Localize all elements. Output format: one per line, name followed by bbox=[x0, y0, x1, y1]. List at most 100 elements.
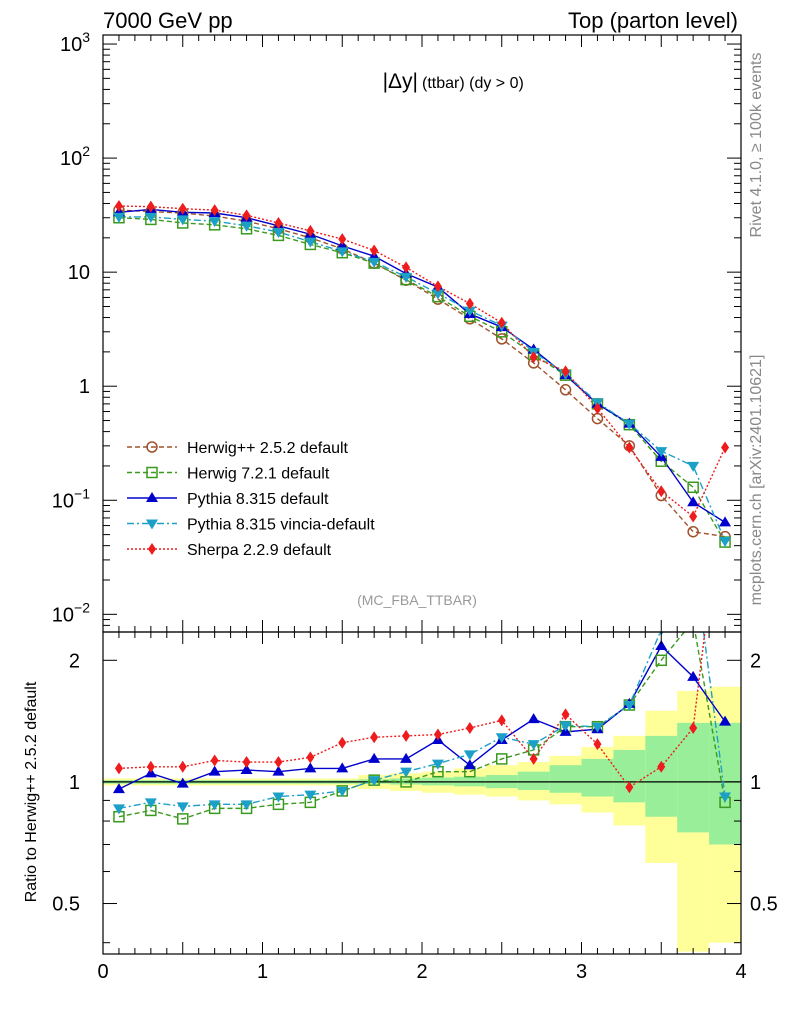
analysis-tag: (MC_FBA_TTBAR) bbox=[357, 592, 477, 608]
ratio-point-pythia-8-315-vincia-default-9 bbox=[400, 767, 413, 778]
main-y-tick-label: 10−1 bbox=[52, 485, 90, 512]
main-point-pythia-8-315-vincia-default-10 bbox=[431, 289, 444, 300]
tick-base: 10 bbox=[60, 34, 82, 56]
collision-label: 7000 GeV pp bbox=[103, 8, 233, 33]
ratio-point-sherpa-2-2-9-default-7 bbox=[338, 736, 347, 749]
main-point-sherpa-2-2-9-default-19 bbox=[721, 441, 730, 454]
band-stat-bin-14 bbox=[549, 765, 582, 793]
ratio-point-pythia-8-315-vincia-default-1 bbox=[144, 798, 157, 809]
legend-marker-sherpa-2-2-9-default bbox=[148, 543, 156, 555]
main-point-sherpa-2-2-9-default-13 bbox=[529, 351, 538, 364]
ratio-point-pythia-8-315-vincia-default-5 bbox=[272, 792, 285, 803]
ratio-point-pythia-8-315-vincia-default-19 bbox=[719, 792, 732, 803]
main-point-sherpa-2-2-9-default-8 bbox=[370, 244, 379, 257]
legend-label-herwig-7-2-1-default: Herwig 7.2.1 default bbox=[187, 466, 330, 483]
ratio-point-pythia-8-315-vincia-default-13 bbox=[527, 740, 540, 751]
x-tick-label-4: 4 bbox=[735, 961, 746, 983]
main-y-tick-label: 10−2 bbox=[52, 599, 90, 626]
legend-label-pythia-8-315-vincia-default: Pythia 8.315 vincia-default bbox=[187, 517, 375, 534]
ratio-point-pythia-8-315-vincia-default-4 bbox=[240, 800, 253, 811]
ratio-point-sherpa-2-2-9-default-6 bbox=[306, 751, 315, 764]
tick-base: 10 bbox=[52, 604, 74, 626]
legend-marker-herwig-2-5-2-default bbox=[146, 441, 158, 453]
ratio-point-pythia-8-315-vincia-default-18 bbox=[687, 548, 699, 558]
main-point-pythia-8-315-vincia-default-11 bbox=[463, 306, 476, 317]
band-stat-bin-19 bbox=[709, 722, 741, 845]
main-point-sherpa-2-2-9-default-2 bbox=[178, 202, 187, 215]
main-point-sherpa-2-2-9-default-17 bbox=[657, 485, 666, 498]
main-point-pythia-8-315-default-19 bbox=[719, 516, 732, 527]
main-point-sherpa-2-2-9-default-12 bbox=[497, 316, 506, 329]
legend-marker-herwig-7-2-1-default bbox=[146, 466, 158, 479]
main-point-pythia-8-315-default-18 bbox=[687, 496, 700, 507]
band-stat-bin-15 bbox=[581, 758, 614, 797]
main-point-sherpa-2-2-9-default-9 bbox=[402, 261, 411, 274]
legend: Herwig++ 2.5.2 default Herwig 7.2.1 defau… bbox=[127, 440, 375, 559]
main-y-tick-label: 10 bbox=[68, 262, 90, 284]
tick-exponent: 2 bbox=[82, 143, 90, 159]
tick-base: 10 bbox=[68, 262, 90, 284]
legend-label-herwig-2-5-2-default: Herwig++ 2.5.2 default bbox=[187, 440, 349, 457]
main-point-pythia-8-315-vincia-default-0 bbox=[112, 212, 125, 223]
band-stat-bin-16 bbox=[613, 749, 646, 803]
ratio-point-pythia-8-315-default-17 bbox=[655, 639, 668, 650]
ratio-y-tick-label-right: 0.5 bbox=[750, 894, 778, 916]
ratio-point-pythia-8-315-default-9 bbox=[400, 752, 413, 763]
ratio-point-pythia-8-315-vincia-default-14 bbox=[559, 721, 572, 732]
x-tick-label-0: 0 bbox=[97, 961, 108, 983]
ratio-point-sherpa-2-2-9-default-0 bbox=[114, 762, 123, 775]
main-point-pythia-8-315-vincia-default-2 bbox=[176, 215, 189, 226]
main-point-pythia-8-315-vincia-default-3 bbox=[208, 217, 221, 228]
ratio-point-pythia-8-315-default-19 bbox=[719, 715, 732, 726]
main-point-sherpa-2-2-9-default-4 bbox=[242, 209, 251, 222]
ratio-y-tick-label-left: 0.5 bbox=[52, 894, 80, 916]
main-point-sherpa-2-2-9-default-5 bbox=[274, 216, 283, 229]
ratio-point-pythia-8-315-vincia-default-6 bbox=[304, 790, 317, 801]
main-point-herwig-2-5-2-default-15 bbox=[591, 412, 604, 425]
ratio-point-sherpa-2-2-9-default-3 bbox=[210, 754, 219, 767]
ratio-point-pythia-8-315-vincia-default-10 bbox=[431, 759, 444, 770]
ratio-point-pythia-8-315-vincia-default-12 bbox=[495, 733, 508, 744]
ratio-point-sherpa-2-2-9-default-12 bbox=[497, 714, 506, 727]
legend-marker-pythia-8-315-default bbox=[146, 492, 158, 502]
ratio-point-pythia-8-315-vincia-default-15 bbox=[591, 722, 604, 733]
main-point-sherpa-2-2-9-default-10 bbox=[433, 280, 442, 293]
legend-label-pythia-8-315-default: Pythia 8.315 default bbox=[187, 491, 329, 508]
tick-base: 10 bbox=[60, 148, 82, 170]
ratio-point-pythia-8-315-default-4 bbox=[240, 764, 253, 775]
plot-title-sub: (ttbar) (dy > 0) bbox=[422, 75, 524, 92]
ratio-point-pythia-8-315-default-3 bbox=[208, 765, 221, 776]
ratio-axis-label: Ratio to Herwig++ 2.5.2 default bbox=[23, 681, 40, 902]
ratio-point-pythia-8-315-default-18 bbox=[687, 670, 700, 681]
x-tick-label-1: 1 bbox=[257, 961, 268, 983]
ratio-point-pythia-8-315-vincia-default-3 bbox=[208, 800, 221, 811]
main-point-pythia-8-315-vincia-default-1 bbox=[144, 212, 157, 223]
main-point-herwig-2-5-2-default-12 bbox=[496, 333, 508, 345]
main-point-sherpa-2-2-9-default-3 bbox=[210, 204, 219, 217]
process-label: Top (parton level) bbox=[568, 8, 738, 33]
ratio-point-pythia-8-315-default-7 bbox=[336, 762, 349, 773]
main-point-pythia-8-315-vincia-default-19 bbox=[719, 536, 732, 547]
main-point-herwig-7-2-1-default-18 bbox=[687, 481, 699, 494]
main-line-sherpa-2-2-9-default bbox=[118, 205, 726, 518]
tick-exponent: −1 bbox=[74, 485, 90, 501]
ratio-point-herwig-7-2-1-default-2 bbox=[177, 813, 189, 825]
ratio-point-sherpa-2-2-9-default-8 bbox=[370, 731, 379, 744]
main-point-sherpa-2-2-9-default-16 bbox=[625, 441, 634, 454]
main-y-tick-label: 102 bbox=[60, 143, 90, 170]
ratio-point-pythia-8-315-vincia-default-7 bbox=[336, 786, 349, 797]
ratio-point-sherpa-2-2-9-default-4 bbox=[242, 756, 251, 769]
tick-base: 10 bbox=[52, 490, 74, 512]
main-point-pythia-8-315-vincia-default-17 bbox=[655, 447, 668, 458]
ratio-point-pythia-8-315-default-5 bbox=[272, 765, 285, 776]
ratio-point-sherpa-2-2-9-default-10 bbox=[433, 728, 442, 741]
ratio-point-pythia-8-315-default-11 bbox=[463, 759, 476, 770]
ratio-point-pythia-8-315-vincia-default-16 bbox=[623, 701, 636, 712]
ratio-point-pythia-8-315-default-6 bbox=[304, 762, 317, 773]
ratio-line-sherpa-2-2-9-default bbox=[118, 632, 706, 789]
ratio-point-sherpa-2-2-9-default-1 bbox=[146, 760, 155, 773]
ratio-point-herwig-7-2-1-default-18 bbox=[688, 616, 698, 626]
ratio-point-herwig-7-2-1-default-12 bbox=[496, 753, 508, 765]
ratio-point-sherpa-2-2-9-default-5 bbox=[274, 756, 283, 769]
